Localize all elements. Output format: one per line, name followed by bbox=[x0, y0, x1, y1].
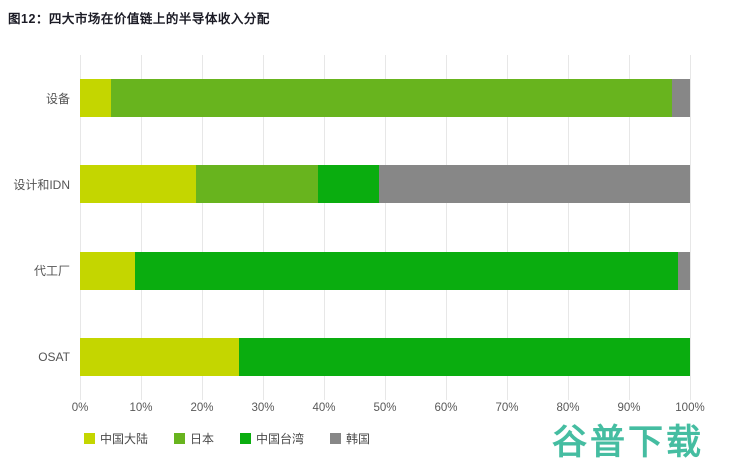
bar-segment-中国大陆 bbox=[80, 79, 111, 118]
bar-segment-中国台湾 bbox=[134, 251, 678, 290]
gridline bbox=[263, 55, 264, 400]
legend-swatch-icon bbox=[174, 433, 186, 444]
legend-label: 韩国 bbox=[346, 432, 371, 446]
bar-segment-韩国 bbox=[378, 165, 690, 204]
x-tick-label: 90% bbox=[617, 402, 641, 414]
legend-swatch-icon bbox=[84, 433, 95, 444]
x-tick-label: 50% bbox=[373, 402, 397, 414]
bar-row: 设备 bbox=[46, 55, 690, 141]
bar-segment-日本 bbox=[195, 165, 318, 204]
category-label: 设备 bbox=[45, 91, 70, 106]
legend-swatch-icon bbox=[240, 433, 252, 444]
legend-item: 日本 bbox=[174, 430, 214, 447]
gridline bbox=[141, 55, 142, 400]
bar-segment-日本 bbox=[110, 79, 672, 118]
bar-row: 设计和IDN bbox=[13, 141, 690, 227]
bar-rows: 设备设计和IDN 代工厂 OSAT bbox=[13, 55, 690, 400]
bar-segment-韩国 bbox=[671, 79, 690, 118]
bar-track bbox=[80, 79, 690, 118]
bar-segment-中国大陆 bbox=[80, 337, 239, 376]
bar-segment-中国台湾 bbox=[317, 165, 379, 204]
gridline bbox=[507, 55, 508, 400]
bar-segment-中国大陆 bbox=[80, 251, 135, 290]
legend-item: 韩国 bbox=[330, 430, 370, 447]
legend-item: 中国台湾 bbox=[240, 430, 304, 447]
plot-area: 设备设计和IDN 代工厂 OSAT bbox=[13, 55, 691, 400]
x-tick-label: 60% bbox=[434, 402, 458, 414]
gridline bbox=[568, 55, 569, 400]
bar-track bbox=[80, 337, 690, 376]
gridline bbox=[629, 55, 630, 400]
x-tick-label: 0% bbox=[71, 402, 89, 414]
bar-segment-韩国 bbox=[677, 251, 690, 290]
watermark: 谷普下载 bbox=[551, 423, 704, 462]
bar-track bbox=[80, 165, 690, 204]
bar-row: 代工厂 bbox=[34, 228, 690, 314]
x-tick-label: 70% bbox=[495, 402, 519, 414]
category-label: OSAT bbox=[38, 349, 70, 364]
gridline bbox=[324, 55, 325, 400]
x-tick-label: 40% bbox=[312, 402, 336, 414]
legend-item: 中国大陆 bbox=[84, 430, 148, 447]
bar-segment-中国台湾 bbox=[238, 337, 690, 376]
gridline bbox=[690, 55, 691, 400]
gridline bbox=[385, 55, 386, 400]
category-label: 设计和IDN bbox=[13, 177, 70, 192]
chart-title: 图12：四大市场在价值链上的半导体收入分配 bbox=[8, 12, 270, 26]
legend-label: 中国台湾 bbox=[256, 432, 305, 446]
gridline bbox=[80, 55, 81, 400]
legend: 中国大陆 日本 中国台湾 韩国 bbox=[84, 430, 370, 447]
legend-label: 日本 bbox=[190, 432, 215, 446]
x-tick-label: 20% bbox=[190, 402, 214, 414]
x-tick-label: 10% bbox=[129, 402, 153, 414]
x-tick-label: 30% bbox=[251, 402, 275, 414]
category-label: 代工厂 bbox=[33, 264, 70, 279]
legend-swatch-icon bbox=[330, 433, 342, 444]
x-tick-label: 80% bbox=[556, 402, 580, 414]
x-tick-label: 100% bbox=[675, 402, 705, 414]
gridline bbox=[202, 55, 203, 400]
gridline bbox=[446, 55, 447, 400]
bar-row: OSAT bbox=[38, 314, 690, 400]
bar-segment-中国大陆 bbox=[80, 165, 196, 204]
bar-track bbox=[80, 251, 690, 290]
x-axis: 0% 10% 20% 30% 40% 50% 60% 70% 80% 90% 100% bbox=[72, 402, 705, 418]
legend-label: 中国大陆 bbox=[100, 432, 149, 446]
